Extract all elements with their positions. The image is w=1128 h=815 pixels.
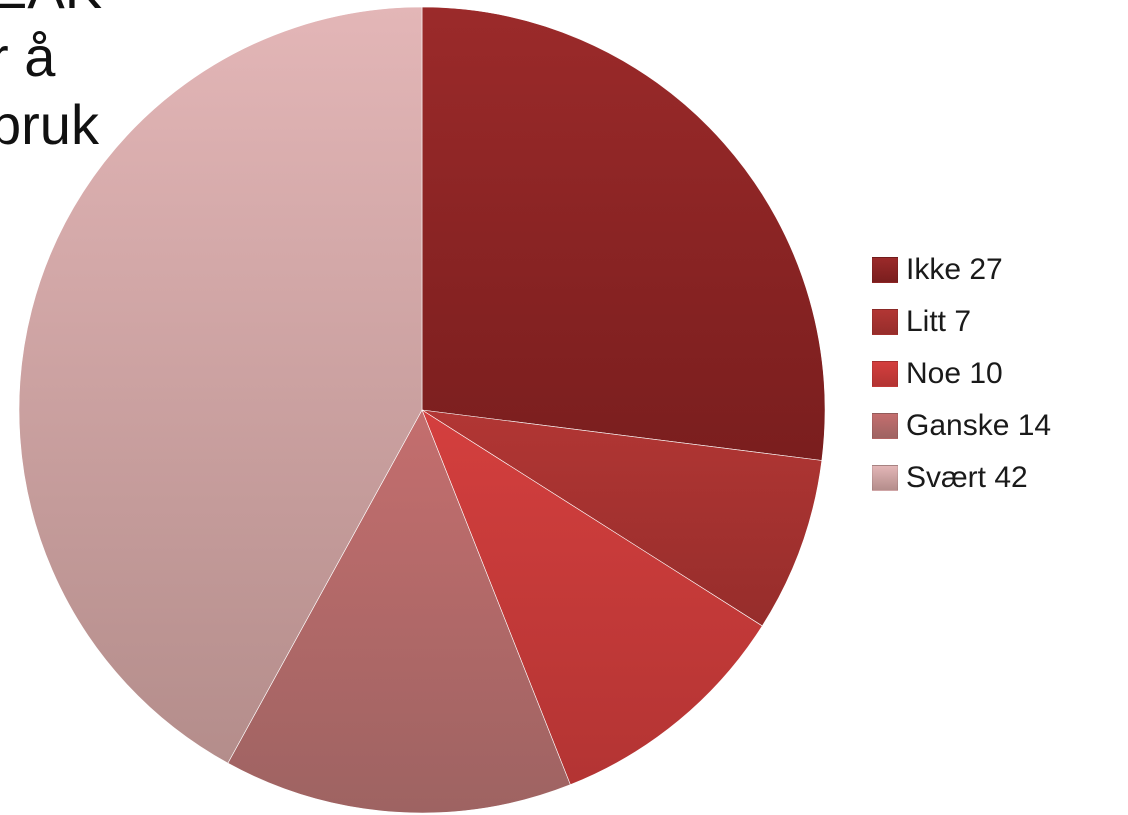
legend-item: Svært 42 bbox=[872, 452, 1051, 504]
legend-item: Noe 10 bbox=[872, 348, 1051, 400]
pie-slice-3 bbox=[421, 409, 763, 786]
pie-slice-4 bbox=[227, 409, 571, 814]
pie-slice-2 bbox=[421, 409, 823, 627]
pie-slice-1 bbox=[421, 6, 826, 461]
legend-label: Svært 42 bbox=[906, 461, 1028, 494]
legend-label: Ganske 14 bbox=[906, 409, 1052, 442]
legend-item: Litt 7 bbox=[872, 296, 1051, 348]
legend-label: Litt 7 bbox=[906, 305, 972, 338]
slide-title: EAK r å bruk bbox=[0, 0, 102, 156]
legend-swatch bbox=[872, 361, 898, 387]
pie-slice-5 bbox=[18, 6, 423, 764]
legend-label: Ikke 27 bbox=[906, 253, 1003, 286]
legend-swatch bbox=[872, 257, 898, 283]
legend-label: Noe 10 bbox=[906, 357, 1003, 390]
legend-swatch bbox=[872, 413, 898, 439]
legend-item: Ikke 27 bbox=[872, 244, 1051, 296]
chart-legend: Ikke 27 Litt 7 Noe 10 Ganske 14 Svært 42 bbox=[872, 244, 1051, 504]
legend-item: Ganske 14 bbox=[872, 400, 1051, 452]
legend-swatch bbox=[872, 465, 898, 491]
legend-swatch bbox=[872, 309, 898, 335]
